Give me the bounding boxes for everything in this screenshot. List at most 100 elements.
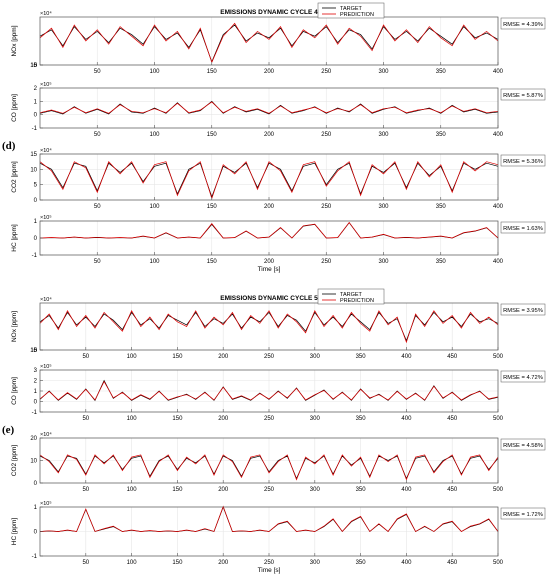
chart-5-ytick-label: 5 xyxy=(34,348,38,354)
chart-8-rmse-box xyxy=(500,507,546,520)
chart-2-xtick-label: 200 xyxy=(264,132,275,138)
chart-4-exponent: ×10⁵ xyxy=(40,214,52,221)
chart-3-xtick-label: 200 xyxy=(264,204,275,210)
chart-8-xtick-label: 450 xyxy=(447,560,458,566)
chart-5-xtick-label: 350 xyxy=(356,354,367,360)
chart-5-ytick-label: 10 xyxy=(30,348,37,354)
chart-2-ylabel: CO [ppm] xyxy=(11,94,18,122)
chart-4-xtick-label: 250 xyxy=(321,259,332,265)
chart-6-ylabel: CO [ppm] xyxy=(11,377,18,405)
chart-1-exponent: ×10⁴ xyxy=(40,10,52,17)
chart-6-xtick-label: 450 xyxy=(447,416,458,422)
chart-4-xtick-label: 300 xyxy=(378,259,389,265)
chart-6-xtick-label: 500 xyxy=(493,416,504,422)
chart-4-xtick-label: 350 xyxy=(436,259,447,265)
chart-5-xtick-label: 500 xyxy=(493,354,504,360)
chart-1-rmse-box xyxy=(500,17,546,30)
chart-7-rmse-label: RMSE = 4.58% xyxy=(503,443,543,449)
chart-1-xtick-label: 100 xyxy=(149,69,160,75)
chart-1-ytick-label: 15 xyxy=(30,63,37,69)
chart-8-ytick-label: 0 xyxy=(34,530,38,536)
chart-5-xtick-label: 300 xyxy=(310,354,321,360)
chart-8-ylabel: HC [ppm] xyxy=(11,518,18,546)
chart-3-xtick-label: 50 xyxy=(94,204,101,210)
chart-7-ytick-label: 10 xyxy=(30,459,37,465)
chart-2-rmse-label: RMSE = 5.87% xyxy=(503,93,543,99)
chart-7-series-prediction xyxy=(39,454,499,481)
panel-label-d: (d) xyxy=(2,140,16,152)
chart-3-ytick-label: 5 xyxy=(34,183,38,189)
chart-6-rmse-label: RMSE = 4.72% xyxy=(503,375,543,381)
chart-1-ytick-label: 10 xyxy=(30,63,37,69)
chart-7-rmse-box xyxy=(500,438,546,451)
chart-3-xtick-label: 400 xyxy=(493,204,504,210)
chart-3-ytick-label: 0 xyxy=(34,198,38,204)
chart-3-ytick-label: 15 xyxy=(30,152,37,158)
chart-1-xtick-label: 300 xyxy=(378,69,389,75)
chart-2-ytick-label: 2 xyxy=(34,86,38,92)
chart-6-xtick-label: 100 xyxy=(127,416,138,422)
chart-4-xtick-label: 200 xyxy=(264,259,275,265)
chart-5-xtick-label: 400 xyxy=(401,354,412,360)
chart-4-series-prediction xyxy=(39,221,499,239)
chart-5-xtick-label: 450 xyxy=(447,354,458,360)
chart-2-series-prediction xyxy=(39,101,499,114)
chart-6-xtick-label: 150 xyxy=(172,416,183,422)
chart-7-ytick-label: 20 xyxy=(30,436,37,442)
chart-8-ytick-label: -1 xyxy=(32,554,38,560)
chart-3-xtick-label: 150 xyxy=(207,204,218,210)
chart-8-xlabel: Time [s] xyxy=(258,567,281,574)
chart-2-xtick-label: 100 xyxy=(149,132,160,138)
chart-7-xtick-label: 400 xyxy=(401,487,412,493)
chart-5-exponent: ×10⁴ xyxy=(40,296,52,303)
chart-7-ytick-label: 0 xyxy=(34,481,38,487)
chart-1-xtick-label: 250 xyxy=(321,69,332,75)
chart-4-xtick-label: 150 xyxy=(207,259,218,265)
chart-1-xtick-label: 400 xyxy=(493,69,504,75)
chart-3-xtick-label: 250 xyxy=(321,204,332,210)
chart-1-xtick-label: 150 xyxy=(207,69,218,75)
chart-5-series-prediction xyxy=(39,310,499,344)
chart-3-ylabel: CO2 [ppm] xyxy=(11,161,18,193)
chart-5-xtick-label: 150 xyxy=(172,354,183,360)
chart-4-ylabel: HC [ppm] xyxy=(11,224,18,252)
chart-4-rmse-box xyxy=(500,221,546,234)
chart-2-xtick-label: 300 xyxy=(378,132,389,138)
chart-7-xtick-label: 350 xyxy=(356,487,367,493)
chart-3-series-prediction xyxy=(39,160,499,200)
chart-3-exponent: ×10⁴ xyxy=(40,147,52,154)
chart-8-xtick-label: 500 xyxy=(493,560,504,566)
chart-1-series-prediction xyxy=(39,22,499,64)
chart-4-xtick-label: 400 xyxy=(493,259,504,265)
chart-1-ytick-label: 0 xyxy=(34,63,38,69)
chart-5-legend-prediction: PREDICTION xyxy=(340,298,374,304)
chart-1-title: EMISSIONS DYNAMIC CYCLE 4 xyxy=(220,9,318,16)
chart-8-rmse-label: RMSE = 1.72% xyxy=(503,512,543,518)
chart-7-xtick-label: 500 xyxy=(493,487,504,493)
chart-1-legend-prediction: PREDICTION xyxy=(340,12,374,18)
chart-8-xtick-label: 250 xyxy=(264,560,275,566)
chart-3-rmse-box xyxy=(500,154,546,167)
chart-5-title: EMISSIONS DYNAMIC CYCLE 5 xyxy=(220,295,318,302)
chart-4-xtick-label: 100 xyxy=(149,259,160,265)
chart-1-xtick-label: 50 xyxy=(94,69,101,75)
chart-8-ytick-label: 1 xyxy=(34,505,38,511)
chart-5-xtick-label: 50 xyxy=(82,354,89,360)
chart-2-xtick-label: 250 xyxy=(321,132,332,138)
chart-8-xtick-label: 200 xyxy=(218,560,229,566)
chart-3-ytick-label: 10 xyxy=(30,167,37,173)
chart-2-xtick-label: 400 xyxy=(493,132,504,138)
chart-6-xtick-label: 200 xyxy=(218,416,229,422)
chart-6-ytick-label: 0 xyxy=(34,400,38,406)
chart-1-xtick-label: 350 xyxy=(436,69,447,75)
chart-2-ytick-label: 1 xyxy=(34,99,38,105)
chart-5-ytick-label: 0 xyxy=(34,348,38,354)
chart-8-exponent: ×10⁵ xyxy=(40,500,52,507)
chart-7-xtick-label: 450 xyxy=(447,487,458,493)
chart-3-xtick-label: 300 xyxy=(378,204,389,210)
panel-label-e: (e) xyxy=(2,424,15,436)
chart-6-rmse-box xyxy=(500,370,546,383)
chart-6-xtick-label: 400 xyxy=(401,416,412,422)
chart-3-rmse-label: RMSE = 5.36% xyxy=(503,159,543,165)
